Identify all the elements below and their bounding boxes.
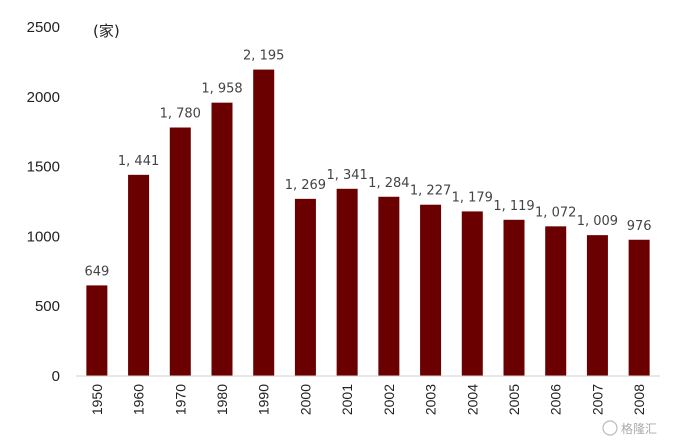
watermark-text: 格隆汇 [621, 421, 657, 436]
unit-label: (家) [93, 22, 120, 40]
x-axis: 1950 1960 1970 1980 1990 2000 2001 2002 2003 2004… [76, 375, 660, 415]
bar [586, 235, 608, 376]
x-tick-label: 2006 [548, 384, 564, 415]
data-label: 1, 341 [326, 168, 367, 183]
data-label: 1, 179 [452, 190, 493, 205]
x-tick-label: 2001 [339, 384, 355, 415]
bar [294, 198, 316, 376]
bars [86, 69, 650, 377]
x-tick-label: 2003 [423, 384, 439, 415]
x-tick-label: 2007 [589, 384, 605, 415]
y-tick-label: 500 [35, 298, 60, 315]
bar [86, 285, 108, 376]
y-tick-label: 0 [52, 368, 60, 385]
data-label: 1, 780 [160, 107, 201, 122]
x-tick-label: 2002 [381, 384, 397, 415]
bar [128, 174, 150, 376]
bar [420, 204, 442, 376]
data-label: 2, 195 [243, 49, 284, 64]
x-tick-label: 2005 [506, 384, 522, 415]
watermark-logo-icon [602, 420, 618, 436]
y-tick-label: 1500 [27, 159, 60, 176]
bar [336, 188, 358, 376]
data-label: 1, 009 [577, 214, 618, 229]
bar [545, 226, 567, 376]
data-label: 976 [627, 219, 652, 234]
x-tick-label: 1990 [256, 384, 272, 415]
data-label: 1, 269 [285, 178, 326, 193]
bar [211, 102, 233, 376]
x-tick-label: 2000 [297, 384, 313, 415]
data-label: 1, 119 [493, 199, 534, 214]
x-tick-label: 2008 [631, 384, 647, 415]
y-axis: 0 500 1000 1500 2000 2500 [27, 19, 60, 385]
bar [503, 219, 525, 376]
bar [253, 69, 275, 376]
x-tick-label: 1980 [214, 384, 230, 415]
y-tick-label: 1000 [27, 228, 60, 245]
data-label: 1, 441 [118, 154, 159, 169]
bar [628, 239, 650, 376]
x-tick-label: 1950 [89, 384, 105, 415]
bar [461, 211, 483, 376]
x-tick-label: 2004 [464, 384, 480, 415]
data-label: 649 [84, 264, 109, 279]
data-label: 1, 227 [410, 184, 451, 199]
bar [169, 127, 191, 377]
x-tick-label: 1970 [172, 384, 188, 415]
data-label: 1, 284 [368, 176, 409, 191]
y-tick-label: 2000 [27, 89, 60, 106]
watermark: 格隆汇 [602, 420, 657, 436]
data-label: 1, 072 [535, 205, 576, 220]
x-tick-label: 1960 [131, 384, 147, 415]
bar [378, 196, 400, 376]
data-label: 1, 958 [201, 82, 242, 97]
y-tick-label: 2500 [27, 19, 60, 36]
